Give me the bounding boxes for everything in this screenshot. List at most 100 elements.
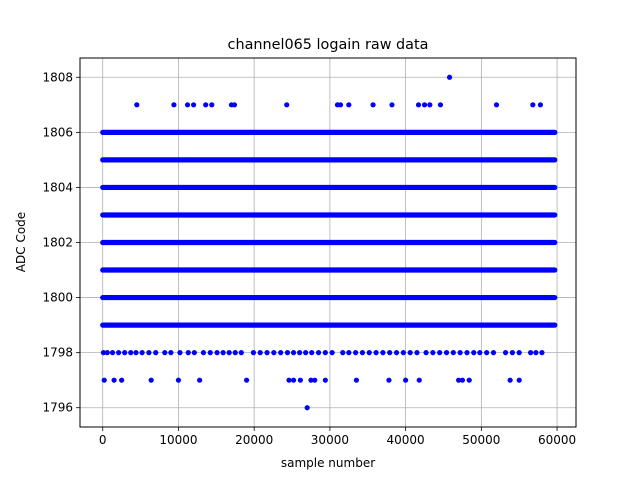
data-point <box>380 350 386 356</box>
data-point <box>153 350 159 356</box>
data-point <box>232 350 238 356</box>
data-point <box>243 377 250 383</box>
data-point <box>340 350 346 356</box>
x-tick-label: 0 <box>99 433 107 447</box>
data-point <box>537 102 544 108</box>
y-tick-label: 1802 <box>42 236 73 250</box>
data-point <box>493 102 500 108</box>
data-point <box>329 350 335 356</box>
data-point <box>284 102 290 108</box>
data-point <box>128 350 134 356</box>
y-tick-label: 1796 <box>42 401 73 415</box>
data-point <box>507 377 513 383</box>
data-point <box>437 350 443 356</box>
data-point <box>477 350 483 356</box>
x-tick-label: 20000 <box>235 433 273 447</box>
data-point <box>119 377 125 383</box>
x-tick-label: 10000 <box>159 433 197 447</box>
data-point <box>539 350 545 356</box>
data-point <box>393 350 400 356</box>
data-point <box>315 350 322 356</box>
data-point <box>116 350 122 356</box>
data-point <box>111 377 117 383</box>
data-point <box>168 350 174 356</box>
data-point <box>443 350 450 356</box>
data-point <box>415 102 422 108</box>
y-axis-label: ADC Code <box>14 212 28 272</box>
data-point <box>100 350 107 356</box>
data-point <box>530 102 536 108</box>
y-tick-label: 1804 <box>42 180 73 194</box>
data-point <box>122 350 128 356</box>
data-point <box>322 350 328 356</box>
data-point <box>290 377 297 383</box>
data-point <box>366 350 372 356</box>
data-point <box>389 102 395 108</box>
x-tick-label: 50000 <box>462 433 500 447</box>
data-point <box>533 350 539 356</box>
data-point <box>457 350 463 356</box>
data-point <box>101 377 107 383</box>
data-point <box>139 350 145 356</box>
data-point <box>290 350 297 356</box>
data-point <box>421 102 428 108</box>
data-point <box>414 350 420 356</box>
x-tick-label: 60000 <box>538 433 576 447</box>
y-tick-label: 1806 <box>42 125 73 139</box>
data-point <box>527 350 534 356</box>
data-point <box>271 350 277 356</box>
data-points <box>100 74 558 411</box>
data-point <box>490 350 497 356</box>
data-point <box>309 350 315 356</box>
chart-title: channel065 logain raw data <box>228 37 429 53</box>
data-point <box>264 350 270 356</box>
y-tick-label: 1800 <box>42 291 73 305</box>
data-point <box>304 405 310 411</box>
data-point <box>387 350 393 356</box>
data-point <box>450 350 456 356</box>
data-point <box>346 102 352 108</box>
x-tick-label: 30000 <box>311 433 349 447</box>
data-point <box>104 350 110 356</box>
data-point <box>312 377 318 383</box>
data-point <box>148 377 154 383</box>
data-point <box>353 350 359 356</box>
data-point <box>250 350 257 356</box>
data-point <box>297 350 303 356</box>
data-point <box>134 102 140 108</box>
data-point <box>214 350 220 356</box>
data-point <box>146 350 152 356</box>
data-point <box>437 102 444 108</box>
data-point <box>502 350 509 356</box>
data-point <box>200 350 207 356</box>
data-point <box>400 350 406 356</box>
data-point <box>353 377 359 383</box>
data-point <box>191 350 197 356</box>
data-point <box>427 102 433 108</box>
data-point <box>220 350 226 356</box>
data-point <box>197 377 203 383</box>
data-point <box>516 350 522 356</box>
data-point <box>464 350 470 356</box>
data-point <box>278 350 284 356</box>
data-point <box>446 74 453 80</box>
data-point <box>190 102 197 108</box>
data-point <box>430 350 436 356</box>
data-point <box>257 350 263 356</box>
data-point <box>337 102 344 108</box>
data-point <box>226 350 232 356</box>
y-tick-label: 1798 <box>42 346 73 360</box>
data-point <box>171 102 177 108</box>
data-point <box>423 350 429 356</box>
data-point <box>238 350 244 356</box>
data-point <box>284 350 291 356</box>
data-point <box>209 102 215 108</box>
data-point <box>109 350 116 356</box>
data-point <box>322 377 328 383</box>
data-point <box>516 377 522 383</box>
x-axis-label: sample number <box>281 456 375 470</box>
data-point <box>185 350 191 356</box>
data-point <box>466 377 472 383</box>
data-point <box>184 102 191 108</box>
